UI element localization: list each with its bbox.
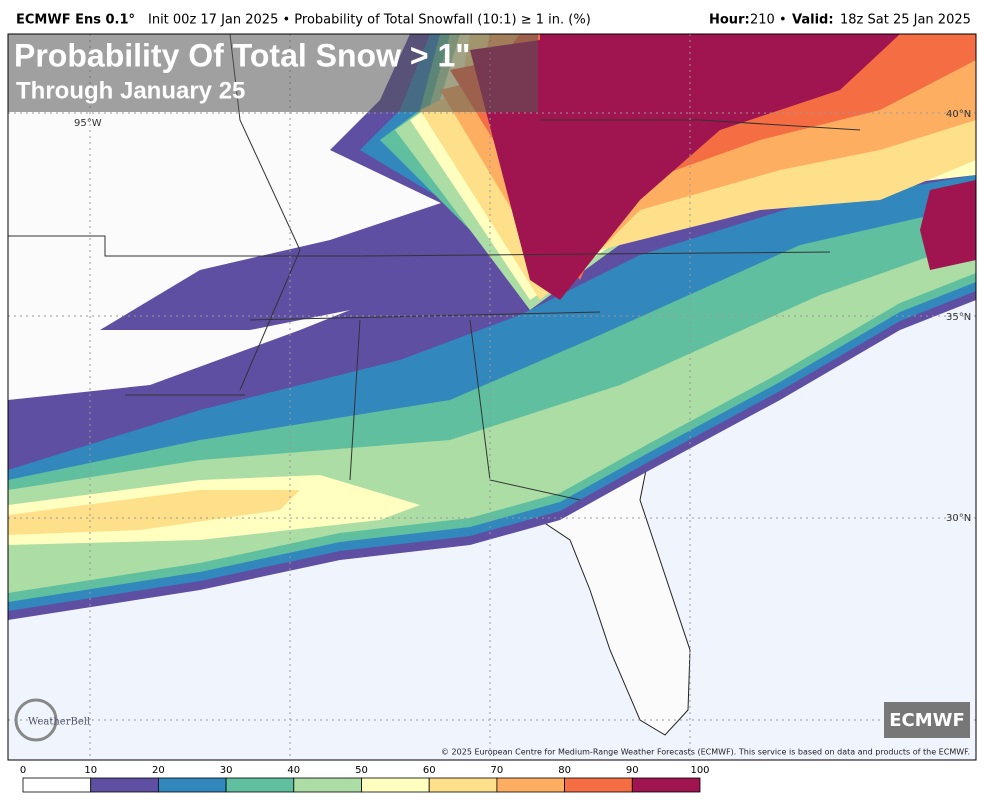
snow-band <box>920 180 976 270</box>
valid: 18z Sat 25 Jan 2025 <box>840 13 971 28</box>
graticule <box>8 34 976 760</box>
title-box <box>8 34 538 112</box>
logo: WeatherBell <box>28 717 90 728</box>
coord-labels: 40°N 35°N 30°N 95°W <box>74 109 971 524</box>
state-lines <box>8 34 861 501</box>
colorbar-swatch <box>22 777 92 793</box>
colorbar-label: 80 <box>558 765 571 776</box>
colorbar-label: 70 <box>491 765 504 776</box>
colorbar-swatch <box>157 777 227 793</box>
model: ECMWF Ens 0.1° <box>16 13 135 28</box>
lat-label: 30°N <box>946 513 971 524</box>
colorbar: 0 10 20 30 40 50 60 70 80 90 100 <box>20 765 710 793</box>
map: 40°N 35°N 30°N 95°W Probability Of Total… <box>8 34 976 760</box>
colorbar-label: 100 <box>690 765 709 776</box>
hour-label: Hour: <box>709 13 750 28</box>
colorbar-swatch <box>361 777 430 793</box>
lat-label: 40°N <box>946 109 971 120</box>
init: Init 00z 17 Jan 2025 • Probability of To… <box>148 13 591 28</box>
colorbar-label: 50 <box>355 765 368 776</box>
lat-label: 35°N <box>946 312 971 323</box>
header: ECMWF Ens 0.1° Init 00z 17 Jan 2025 • Pr… <box>16 13 971 28</box>
overlay-title: Probability Of Total Snow > 1" <box>14 37 470 73</box>
colorbar-swatch <box>225 777 295 793</box>
colorbar-label: 90 <box>626 765 639 776</box>
badge-box <box>884 702 970 738</box>
colorbar-label: 40 <box>287 765 300 776</box>
overlay-subtitle: Through January 25 <box>16 77 245 104</box>
colorbar-swatch <box>631 777 701 793</box>
colorbar-label: 20 <box>152 765 165 776</box>
lon-label: 95°W <box>74 118 102 129</box>
colorbar-label: 10 <box>84 765 97 776</box>
snow-band <box>8 490 300 535</box>
valid-label: Valid: <box>792 13 834 28</box>
colorbar-label: 30 <box>220 765 233 776</box>
snow-band <box>470 34 900 300</box>
colorbar-label: 60 <box>423 765 436 776</box>
badge: ECMWF <box>889 710 965 731</box>
colorbar-swatch <box>90 777 159 793</box>
hour: 210 • <box>750 13 787 28</box>
map-frame <box>7 33 977 761</box>
logo-icon <box>14 698 58 742</box>
copyright: © 2025 European Centre for Medium-Range … <box>441 748 970 757</box>
colorbar-swatch <box>564 777 633 793</box>
colorbar-swatch <box>428 777 498 793</box>
colorbar-label: 0 <box>20 765 26 776</box>
colorbar-swatch <box>293 777 362 793</box>
colorbar-swatch <box>496 777 565 793</box>
